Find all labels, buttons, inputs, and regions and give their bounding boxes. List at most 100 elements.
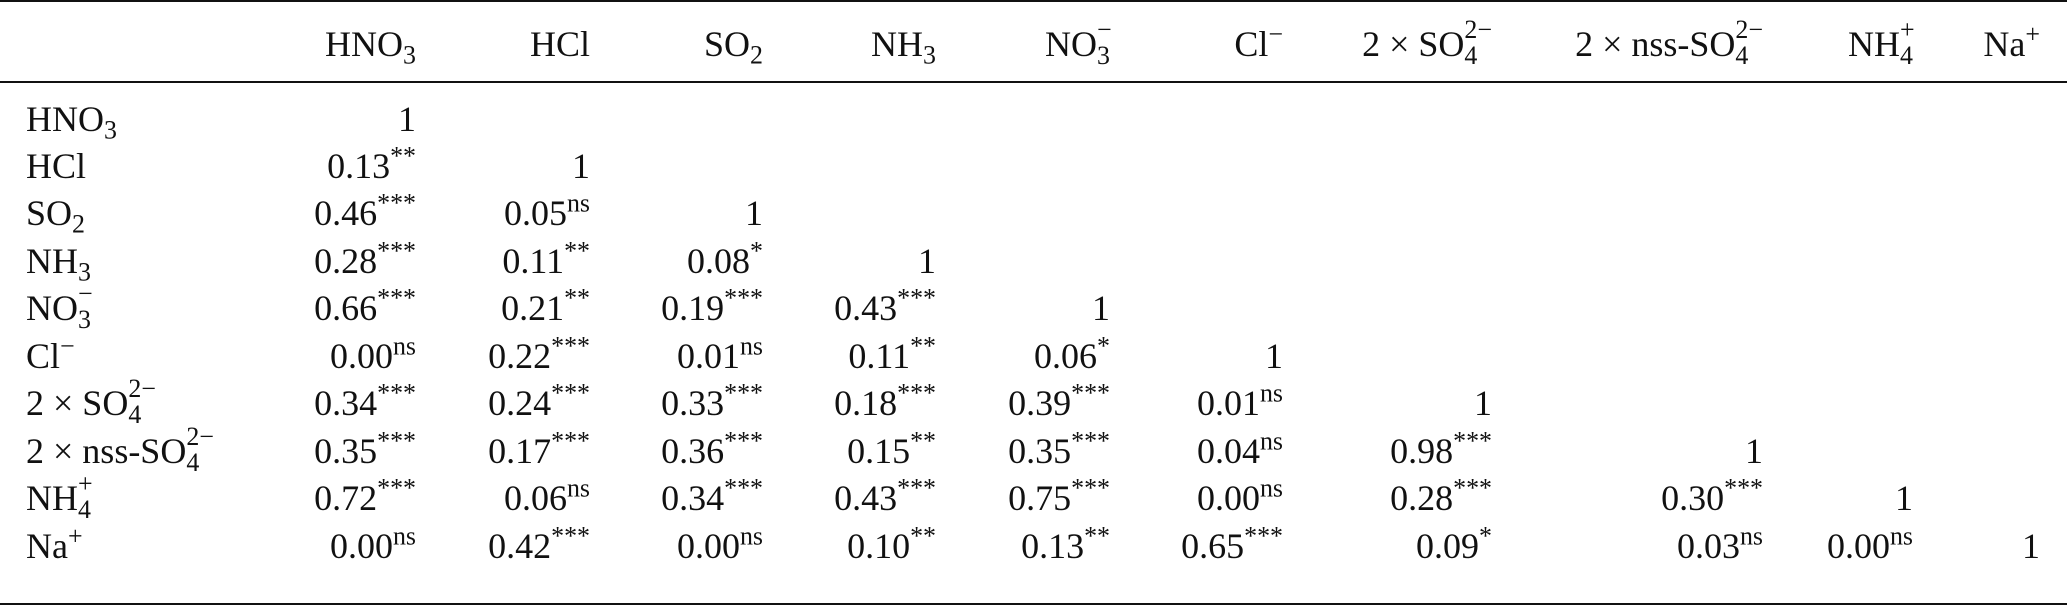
column-header: Na+ [1983,21,2040,62]
correlation-value: 1 [2022,526,2040,566]
correlation-cell: 0.36*** [661,428,763,471]
correlation-cell: 0.98*** [1390,428,1492,469]
correlation-value: 0.19 [661,288,725,328]
formula-subscript: 3 [923,40,936,70]
significance-marker: *** [1724,473,1763,503]
correlation-cell: 0.35*** [1008,428,1110,471]
correlation-value: 0.00 [1196,478,1260,518]
correlation-value: 0.00 [676,526,740,566]
significance-marker: *** [1071,426,1110,456]
table-top-rule [0,0,2067,2]
correlation-cell: 0.04ns [1197,428,1283,469]
correlation-value: 1 [745,193,763,233]
significance-marker: ns [1259,378,1283,408]
correlation-cell: 0.34*** [314,380,416,423]
correlation-cell: 0.24*** [488,380,590,421]
correlation-value: 0.36 [661,431,725,471]
correlation-value: 1 [918,241,936,281]
formula-subscript: 3 [78,305,91,335]
correlation-cell: 0.03ns [1676,523,1763,566]
correlation-cell: 0.06ns [503,475,590,518]
formula-charge: 2− [186,421,214,451]
formula-subscript: 4 [1900,41,1913,71]
correlation-cell: 0.35*** [314,428,416,469]
formula-base: NH [26,478,78,518]
formula-charge: − [1097,14,1112,44]
correlation-value: 1 [572,146,590,186]
correlation-cell: 0.13** [327,143,416,184]
significance-marker: *** [1071,473,1110,503]
formula-subscript: 2 [750,40,763,70]
significance-marker: *** [551,378,590,408]
correlation-cell: 0.05ns [504,190,590,231]
significance-marker: *** [377,236,416,266]
significance-marker: ** [1084,521,1110,551]
formula-subscript: 4 [1464,41,1478,71]
correlation-cell: 1 [572,148,590,184]
correlation-value: 0.33 [661,383,725,423]
column-header: NH3 [871,24,936,68]
correlation-value: 0.22 [488,336,552,376]
correlation-value: 0.15 [847,431,911,471]
significance-marker: *** [1244,521,1283,551]
correlation-value: 0.00 [329,526,393,566]
formula-charge: + [67,521,83,551]
formula-base: 2 × SO [26,383,129,423]
significance-marker: ns [566,473,590,503]
formula-base: NH [871,24,924,64]
formula-charge: 2− [1464,14,1492,44]
correlation-value: 0.03 [1676,526,1740,566]
correlation-cell: 1 [2022,528,2040,564]
correlation-cell: 0.66*** [314,285,416,328]
formula-base: Cl [26,336,61,376]
correlation-value: 0.34 [661,478,725,518]
formula-subscript: 3 [403,40,416,70]
correlation-value: 0.06 [503,478,567,518]
formula-subscript: 2 [72,209,85,239]
formula-charge: + [1900,14,1915,44]
correlation-cell: 0.22*** [488,333,590,376]
column-header: NO −3 [1045,17,1112,69]
formula-subscript: 4 [186,448,200,478]
column-header: HNO3 [325,24,416,68]
correlation-cell: 0.46*** [314,190,416,231]
significance-marker: *** [724,283,763,313]
row-header: Cl− [26,333,75,376]
correlation-value: 0.66 [314,288,378,328]
correlation-value: 0.35 [1008,431,1072,471]
formula-subscript: 3 [78,257,91,287]
formula-base: HNO [325,24,404,64]
formula-charge: 2− [1735,14,1763,44]
correlation-value: 0.72 [314,478,378,518]
significance-marker: ** [910,521,936,551]
correlation-cell: 0.17*** [488,428,590,469]
correlation-value: 0.09 [1416,526,1480,566]
correlation-value: 0.10 [847,526,911,566]
significance-marker: ** [390,141,416,171]
formula-base: HNO [26,99,104,139]
correlation-value: 1 [1092,288,1110,328]
significance-marker: *** [377,188,416,218]
correlation-value: 0.00 [329,336,393,376]
significance-marker: * [750,236,763,266]
correlation-cell: 0.43*** [834,285,936,326]
significance-marker: *** [377,473,416,503]
formula-base: Na [26,526,68,566]
correlation-value: 0.06 [1034,336,1098,376]
correlation-cell: 0.65*** [1181,523,1283,564]
significance-marker: ns [739,521,763,551]
correlation-value: 1 [1474,383,1492,423]
correlation-cell: 0.13** [1021,523,1110,564]
correlation-value: 0.43 [834,478,898,518]
correlation-cell: 0.00ns [329,523,416,566]
correlation-value: 0.34 [314,383,378,423]
correlation-cell: 0.08* [687,238,763,279]
significance-marker: *** [724,378,763,408]
correlation-value: 0.28 [1390,478,1454,518]
correlation-cell: 0.28*** [314,238,416,279]
significance-marker: ns [1259,426,1283,456]
significance-marker: *** [1453,426,1492,456]
significance-marker: ** [564,283,590,313]
significance-marker: * [1479,521,1492,551]
formula-charge: + [78,468,93,498]
